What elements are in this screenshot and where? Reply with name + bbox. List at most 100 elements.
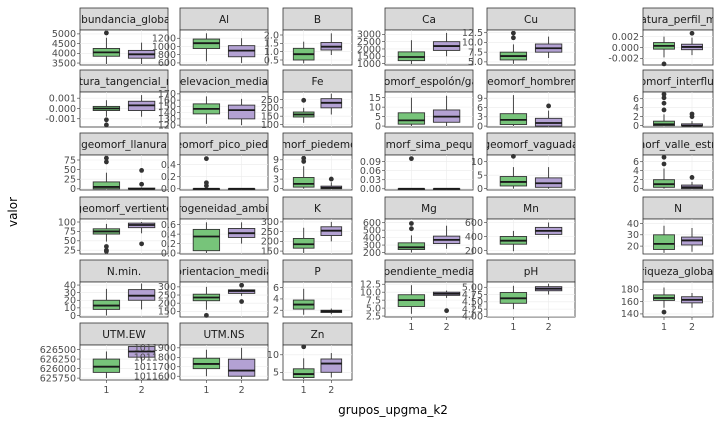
facet-strip-label: geomorf_espolón/gajo bbox=[371, 76, 487, 88]
facet-geomorf-vaguada: geomorf_vaguada 0 5 10 bbox=[471, 132, 576, 195]
y-tick-label: 250 bbox=[261, 95, 279, 106]
box-group-2 bbox=[320, 33, 343, 55]
y-tick-label: 626500 bbox=[40, 345, 76, 356]
facet-panel-bg bbox=[282, 218, 353, 255]
y-tick-label: 5000 bbox=[52, 29, 76, 40]
outlier-point bbox=[689, 111, 695, 117]
y-tick-label: 3 bbox=[477, 112, 483, 123]
facet-strip-label: B bbox=[314, 14, 321, 26]
facet-geomorf-pico-piedra: geomorf_pico_piedra 0.00.20.4 bbox=[161, 132, 269, 195]
outlier-point bbox=[104, 244, 109, 249]
facet-heterogeneidad-ambiental: heterogeneidad_ambiental 0.00.20.40.6 bbox=[153, 196, 294, 259]
box-group-1 bbox=[397, 221, 426, 253]
x-tick-label: 1 bbox=[103, 385, 109, 396]
facet-strip-label: geomorf_llanura bbox=[81, 139, 167, 151]
box-group-1 bbox=[499, 95, 528, 127]
outlier-point bbox=[444, 308, 449, 314]
box-group-1 bbox=[192, 33, 221, 62]
box-group-2 bbox=[320, 221, 343, 242]
y-tick-label: 1500 bbox=[357, 52, 381, 63]
y-tick-label: 3 bbox=[273, 174, 279, 185]
y-tick-label: 600 bbox=[465, 218, 483, 229]
box-group-2 bbox=[534, 283, 563, 295]
box-group-1 bbox=[653, 225, 675, 253]
facet-panel-bg bbox=[179, 154, 269, 191]
y-tick-label: 40 bbox=[64, 280, 76, 291]
y-tick-label: 5 bbox=[273, 368, 279, 379]
outlier-point bbox=[204, 312, 209, 318]
facet-strip-label: orientacion_media bbox=[175, 266, 272, 278]
facet-cu: Cu 5.07.510.012.5 bbox=[462, 7, 576, 68]
y-tick-label: 15 bbox=[369, 93, 381, 104]
outlier-point bbox=[139, 241, 145, 247]
y-tick-label: 0 bbox=[70, 184, 76, 195]
y-tick-label: 1200 bbox=[152, 34, 176, 45]
outlier-point bbox=[511, 30, 516, 36]
y-tick-label: 10 bbox=[369, 102, 381, 113]
x-tick-label: 2 bbox=[546, 322, 552, 333]
y-tick-label: 25 bbox=[64, 175, 76, 186]
y-tick-label: 0 bbox=[633, 121, 639, 132]
box-group-1 bbox=[292, 227, 315, 254]
facet-curvatura-tangencial-media: curvatura_tangencial_media -0.0010.0000.0… bbox=[45, 69, 169, 128]
y-tick-label: -0.002 bbox=[608, 54, 639, 65]
box-group-2 bbox=[534, 36, 563, 58]
y-tick-label: 1011800 bbox=[134, 353, 176, 364]
y-tick-label: 75 bbox=[64, 155, 76, 166]
box-group-1 bbox=[192, 286, 221, 318]
outlier-point bbox=[139, 181, 145, 187]
y-tick-label: 1.5 bbox=[264, 39, 279, 50]
y-axis-title: valor bbox=[6, 197, 20, 227]
y-tick-label: 4500 bbox=[52, 39, 76, 50]
y-tick-label: 1.0 bbox=[264, 47, 279, 58]
y-tick-label: 10.0 bbox=[462, 38, 483, 49]
box-group-2 bbox=[432, 32, 461, 57]
box bbox=[192, 228, 221, 252]
y-tick-label: 20 bbox=[627, 241, 639, 252]
x-tick-label: 2 bbox=[444, 322, 450, 333]
y-tick-label: 120 bbox=[158, 120, 176, 131]
facet-strip-label: geomorf_piedemonte bbox=[261, 139, 374, 151]
box-group-2 bbox=[127, 95, 156, 117]
box-group-1 bbox=[292, 41, 315, 64]
box-group-1 bbox=[92, 351, 121, 379]
box-group-2 bbox=[681, 111, 703, 127]
box-group-1 bbox=[92, 155, 121, 190]
outlier-point bbox=[139, 167, 145, 173]
y-tick-label: 300 bbox=[261, 217, 279, 228]
y-tick-label: 5.0 bbox=[468, 57, 483, 68]
y-tick-label: 250 bbox=[261, 227, 279, 238]
facet-strip-label: Al bbox=[219, 14, 229, 26]
y-tick-label: 10 bbox=[267, 350, 279, 361]
facet-strip-label: riqueza_global bbox=[640, 266, 716, 278]
box-group-2 bbox=[127, 167, 156, 190]
box-group-2 bbox=[681, 175, 703, 190]
y-tick-label: 400 bbox=[363, 233, 381, 244]
box-group-2 bbox=[432, 225, 461, 249]
y-tick-label: 1011700 bbox=[134, 362, 176, 373]
y-tick-label: 400 bbox=[465, 232, 483, 243]
box-group-1 bbox=[292, 97, 315, 123]
outlier-point bbox=[409, 221, 414, 226]
box bbox=[653, 234, 675, 250]
y-tick-label: 5.0 bbox=[366, 303, 381, 314]
outlier-point bbox=[689, 175, 695, 180]
y-tick-label: 200 bbox=[261, 103, 279, 114]
box-group-2 bbox=[227, 347, 256, 380]
outlier-point bbox=[511, 35, 516, 41]
facet-strip-label: geomorf_valle_estrecho bbox=[615, 139, 719, 151]
box bbox=[292, 177, 315, 188]
facet-strip-label: heterogeneidad_ambiental bbox=[153, 203, 294, 215]
outlier-point bbox=[409, 226, 414, 232]
y-tick-label: 800 bbox=[158, 50, 176, 61]
y-tick-label: 30 bbox=[627, 230, 639, 241]
